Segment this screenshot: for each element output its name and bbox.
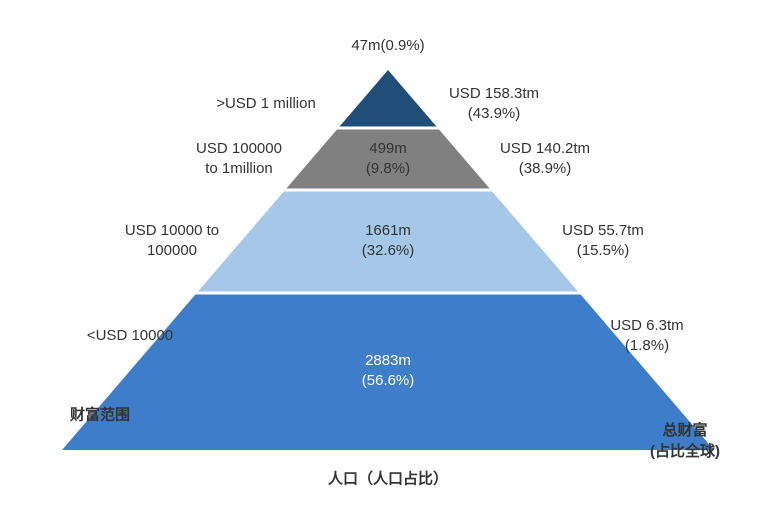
- tier3-right-label: USD 140.2tm (38.9%): [500, 139, 590, 180]
- axis-right-title: 总财富 (占比全球): [650, 419, 720, 461]
- tier4-top-label: 47m(0.9%): [351, 36, 424, 56]
- tier1-mid-label: 2883m (56.6%): [362, 351, 415, 392]
- tier4-left-label: >USD 1 million: [216, 94, 316, 114]
- axis-left-title: 财富范围: [70, 404, 130, 425]
- tier2-mid-label: 1661m (32.6%): [362, 221, 415, 262]
- tier4-shape: [340, 70, 437, 127]
- tier2-left-label: USD 10000 to 100000: [125, 221, 219, 262]
- tier3-mid-label: 499m (9.8%): [366, 139, 410, 180]
- tier4-right-label: USD 158.3tm (43.9%): [449, 84, 539, 125]
- tier3-left-label: USD 100000 to 1million: [196, 139, 282, 180]
- tier1-left-label: <USD 10000: [87, 326, 173, 346]
- tier2-right-label: USD 55.7tm (15.5%): [562, 221, 644, 262]
- axis-bottom-title: 人口（人口占比）: [328, 468, 448, 489]
- tier1-right-label: USD 6.3tm (1.8%): [610, 316, 683, 357]
